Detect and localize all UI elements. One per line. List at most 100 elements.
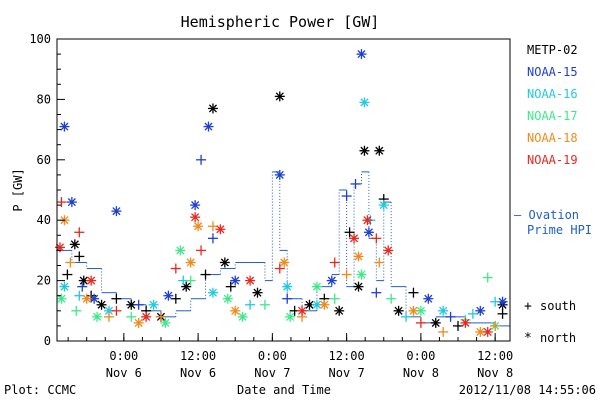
- north-point-metp-02: [219, 257, 230, 268]
- south-point-noaa-17: [259, 299, 270, 310]
- north-point-noaa-19: [482, 326, 493, 337]
- south-point-metp-02: [497, 308, 508, 319]
- north-point-noaa-19: [460, 317, 471, 328]
- south-point-metp-02: [170, 293, 181, 304]
- north-point-noaa-15: [497, 296, 508, 307]
- south-point-noaa-15: [371, 287, 382, 298]
- north-point-noaa-16: [207, 287, 218, 298]
- data-points-layer: [54, 49, 508, 337]
- south-point-noaa-17: [126, 311, 137, 322]
- north-point-metp-02: [359, 145, 370, 156]
- legend-entry-noaa-18: NOAA-18: [527, 131, 578, 145]
- north-point-metp-02: [274, 91, 285, 102]
- north-point-noaa-17: [56, 293, 67, 304]
- south-point-noaa-18: [374, 257, 385, 268]
- south-point-metp-02: [111, 293, 122, 304]
- north-point-noaa-15: [326, 275, 337, 286]
- north-point-noaa-19: [141, 311, 152, 322]
- south-point-noaa-17: [329, 293, 340, 304]
- plot-timestamp: 2012/11/08 14:55:06: [459, 383, 596, 397]
- x-tick-time-label: 12:00: [329, 349, 365, 363]
- south-point-noaa-15: [133, 299, 144, 310]
- legend-entry-noaa-16: NOAA-16: [527, 87, 578, 101]
- north-point-noaa-17: [175, 245, 186, 256]
- south-point-noaa-15: [77, 281, 88, 292]
- axis-layer: 0 20 40 60 80 100 0:00 Nov 6 12:00 Nov 6 0:00 Nov 7…: [29, 32, 513, 380]
- south-point-noaa-15: [207, 233, 218, 244]
- legend-entry-noaa-17: NOAA-17: [527, 109, 578, 123]
- x-tick-date-label: Nov 6: [106, 366, 142, 380]
- x-tick-time-label: 0:00: [109, 349, 138, 363]
- south-point-noaa-19: [111, 305, 122, 316]
- north-point-metp-02: [69, 239, 80, 250]
- y-tick-label: 0: [44, 334, 51, 348]
- legend-marker-south: +: [524, 299, 532, 314]
- north-point-noaa-19: [215, 224, 226, 235]
- north-point-noaa-19: [383, 245, 394, 256]
- south-point-metp-02: [408, 287, 419, 298]
- north-point-noaa-16: [311, 299, 322, 310]
- north-point-noaa-15: [59, 121, 70, 132]
- north-point-noaa-15: [190, 200, 201, 211]
- north-point-metp-02: [393, 305, 404, 316]
- north-point-noaa-19: [297, 305, 308, 316]
- north-point-noaa-16: [59, 281, 70, 292]
- north-point-noaa-15: [475, 305, 486, 316]
- legend: METP-02 NOAA-15 NOAA-16 NOAA-17 NOAA-18 NOAA-…: [514, 43, 592, 346]
- south-point-noaa-18: [155, 311, 166, 322]
- south-point-noaa-19: [329, 257, 340, 268]
- south-point-noaa-18: [207, 221, 218, 232]
- north-point-noaa-18: [81, 293, 92, 304]
- south-point-metp-02: [344, 227, 355, 238]
- south-point-noaa-19: [56, 197, 67, 208]
- north-point-metp-02: [207, 103, 218, 114]
- x-tick-time-label: 0:00: [258, 349, 287, 363]
- north-point-metp-02: [353, 281, 364, 292]
- x-axis-label: Date and Time: [237, 383, 331, 397]
- x-tick-time-label: 12:00: [180, 349, 216, 363]
- plot-credit: Plot: CCMC: [4, 383, 76, 397]
- north-point-noaa-15: [163, 290, 174, 301]
- north-point-noaa-18: [230, 305, 241, 316]
- legend-entry-metp-02: METP-02: [527, 43, 578, 57]
- south-point-noaa-15: [350, 178, 361, 189]
- north-point-noaa-15: [111, 206, 122, 217]
- y-tick-label: 80: [37, 92, 51, 106]
- ovation-hpi-layer: [57, 171, 511, 327]
- legend-marker-label-south: south: [540, 299, 576, 313]
- north-point-noaa-16: [282, 281, 293, 292]
- legend-ovation-line2: Prime HPI: [527, 223, 592, 237]
- south-point-noaa-15: [341, 191, 352, 202]
- south-point-noaa-19: [196, 245, 207, 256]
- north-point-noaa-17: [237, 311, 248, 322]
- north-point-noaa-16: [378, 200, 389, 211]
- legend-entry-noaa-19: NOAA-19: [527, 153, 578, 167]
- north-point-noaa-16: [438, 305, 449, 316]
- north-point-noaa-17: [285, 311, 296, 322]
- north-point-noaa-18: [185, 257, 196, 268]
- south-point-noaa-18: [65, 257, 76, 268]
- north-point-metp-02: [374, 145, 385, 156]
- south-point-noaa-18: [103, 311, 114, 322]
- south-point-noaa-19: [371, 233, 382, 244]
- chart-title: Hemispheric Power [GW]: [181, 13, 380, 31]
- south-point-noaa-15: [282, 293, 293, 304]
- south-point-metp-02: [225, 281, 236, 292]
- south-point-noaa-19: [170, 263, 181, 274]
- north-point-noaa-15: [230, 275, 241, 286]
- south-point-noaa-17: [386, 293, 397, 304]
- north-point-noaa-18: [319, 299, 330, 310]
- x-tick-date-label: Nov 8: [403, 366, 439, 380]
- north-point-noaa-18: [279, 257, 290, 268]
- north-point-metp-02: [304, 299, 315, 310]
- south-point-noaa-19: [274, 263, 285, 274]
- x-tick-time-label: 12:00: [477, 349, 513, 363]
- x-tick-date-label: Nov 7: [329, 366, 365, 380]
- south-point-noaa-16: [467, 308, 478, 319]
- north-point-noaa-15: [356, 49, 367, 60]
- south-point-noaa-16: [245, 299, 256, 310]
- north-point-noaa-15: [363, 227, 374, 238]
- north-point-noaa-15: [203, 121, 214, 132]
- y-tick-label: 40: [37, 213, 51, 227]
